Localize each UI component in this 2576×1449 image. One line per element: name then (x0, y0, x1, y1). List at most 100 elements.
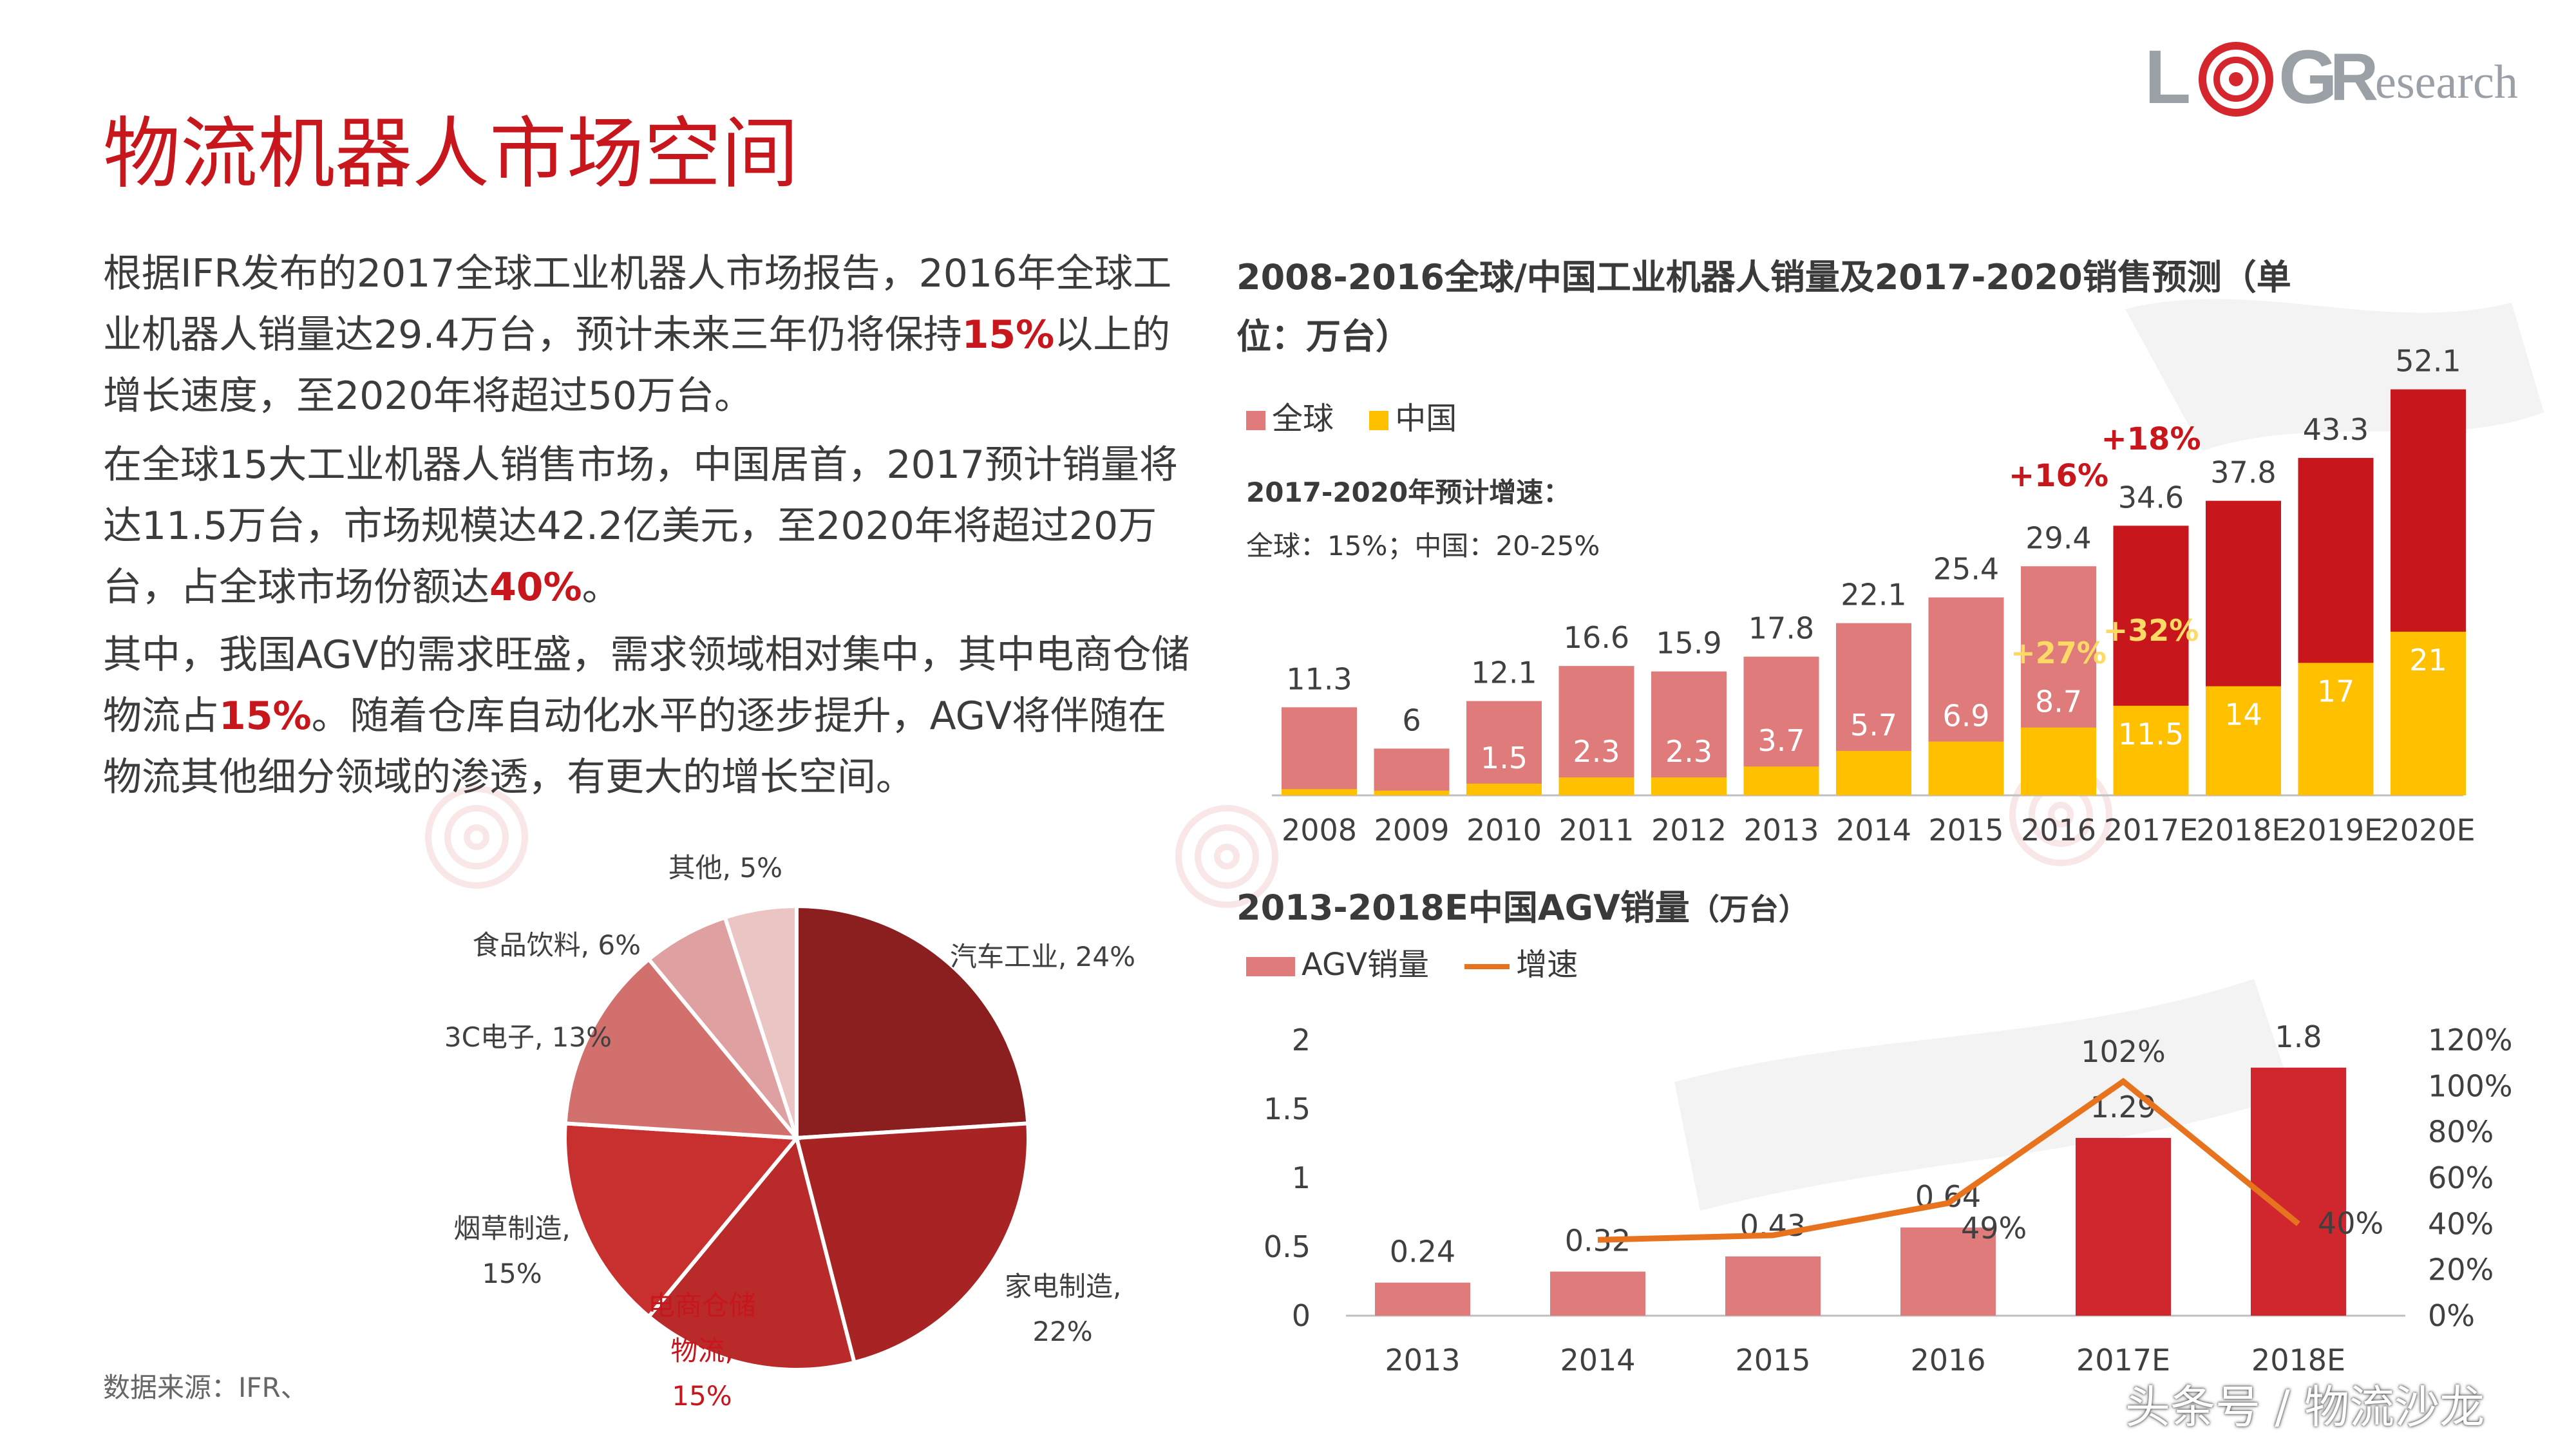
paragraph-text: 。 (582, 565, 621, 610)
paragraph-agv-demand: 其中，我国AGV的需求旺盛，需求领域相对集中，其中电商仓储物流占15%。随着仓库… (103, 625, 1198, 808)
x-tick-label-2014: 2014 (1836, 813, 1911, 848)
pie-slice-其他 (722, 904, 799, 1139)
x-tick-label-2013: 2013 (1743, 813, 1819, 848)
data-label-global-2017E: 34.6 (2118, 480, 2184, 515)
x-tick-label-2010: 2010 (1466, 813, 1542, 848)
agv-chart-title-text: 2013-2018E中国AGV销量 (1236, 887, 1690, 928)
paragraph-text: 在全球15大工业机器人销售市场，中国居首，2017预计销量将达11.5万台，市场… (103, 442, 1179, 610)
data-label-china-2017E: 11.5 (2118, 717, 2184, 752)
growth-forecast-note: 全球：15%；中国：20-25% (1246, 530, 1600, 562)
legend-item-growth: 增速 (1464, 942, 1578, 987)
y2-tick-label: 0% (2428, 1298, 2475, 1333)
pie-label-appliance-pct: 22% (1032, 1316, 1092, 1347)
growth-label-2017E: 102% (2081, 1034, 2166, 1069)
growth-forecast-title: 2017-2020年预计增速： (1246, 477, 1571, 508)
logo-letter-r: R (2330, 40, 2379, 115)
x-tick-label-2015: 2015 (1735, 1343, 1810, 1378)
x-tick-label-2008: 2008 (1282, 813, 1357, 848)
pie-label-ecommerce: 电商仓储 (648, 1290, 756, 1321)
bar-china-2020E (2391, 631, 2466, 795)
x-tick-label-2013: 2013 (1385, 1343, 1460, 1378)
pie-label-other: 其他, 5% (668, 852, 782, 884)
bar-global-2011 (1558, 666, 1634, 795)
data-label-global-2018E: 37.8 (2210, 455, 2276, 490)
pie-label-tobacco-pct: 15% (482, 1258, 542, 1289)
data-label-global-2008: 11.3 (1286, 661, 1352, 696)
page-title: 物流机器人市场空间 (103, 109, 799, 199)
logo-letter-l: L (2145, 35, 2192, 120)
bar-china-2017E (2113, 705, 2189, 795)
y-tick-label: 2 (1292, 1023, 1311, 1057)
legend-label-china: 中国 (1395, 401, 1457, 437)
growth-label-china-2016: +27% (2011, 636, 2107, 670)
x-tick-label-2012: 2012 (1651, 813, 1727, 848)
data-label-china-2019E: 17 (2317, 674, 2355, 708)
pie-label-appliance: 家电制造, (1005, 1271, 1121, 1302)
pie-slice-汽车工业 (795, 904, 1030, 1141)
y2-tick-label: 20% (2428, 1253, 2494, 1287)
paragraph-china-market: 在全球15大工业机器人销售市场，中国居首，2017预计销量将达11.5万台，市场… (103, 435, 1198, 618)
bar-china-2010 (1466, 783, 1542, 795)
legend-item-china: 中国 (1369, 396, 1457, 441)
data-label-global-2016: 29.4 (2025, 520, 2091, 555)
data-label-global-2015: 25.4 (1933, 552, 1999, 587)
bar-china-2013 (1743, 766, 1819, 795)
y-tick-label: 1.5 (1264, 1092, 1311, 1126)
data-label-china-2020E: 21 (2409, 643, 2447, 677)
data-label-global-2010: 12.1 (1471, 656, 1537, 690)
data-label-china-2014: 5.7 (1850, 708, 1897, 743)
growth-label-2018E: 40% (2318, 1206, 2383, 1240)
data-label-china-2015: 6.9 (1942, 699, 1989, 734)
y-tick-label: 0 (1292, 1298, 1311, 1333)
growth-label-global-2016: +16% (2009, 458, 2108, 494)
y-tick-label: 0.5 (1264, 1229, 1311, 1264)
x-tick-label-2016: 2016 (1910, 1343, 1985, 1378)
pie-slice-电商仓储物流 (646, 1133, 857, 1372)
bar-agv-2014 (1550, 1271, 1645, 1316)
bar-global-2008 (1282, 707, 1357, 795)
bar-global-2009 (1374, 748, 1450, 795)
agv-sales-chart: 00.511.520%20%40%60%80%100%120%0.2420130… (1264, 1019, 2513, 1378)
y2-tick-label: 40% (2428, 1206, 2494, 1241)
growth-label-china-2017: +32% (2103, 613, 2199, 648)
data-label-global-2014: 22.1 (1841, 578, 1906, 612)
bar-china-2008 (1282, 789, 1357, 795)
robot-sales-legend: 全球 中国 (1246, 394, 1482, 441)
agv-chart-unit: （万台） (1689, 892, 1808, 927)
highlight-value: 15% (219, 694, 312, 739)
paragraph-global-sales: 根据IFR发布的2017全球工业机器人市场报告，2016年全球工业机器人销量达2… (103, 243, 1198, 427)
bar-agv-2017E (2076, 1137, 2171, 1316)
pie-label-3c: 3C电子, 13% (444, 1021, 612, 1053)
bar-global-2012 (1651, 671, 1727, 795)
data-label-global-2009: 6 (1402, 703, 1421, 737)
growth-label-global-2017: +18% (2101, 421, 2201, 457)
y2-tick-label: 60% (2428, 1160, 2494, 1195)
data-label-global-2013: 17.8 (1748, 611, 1814, 646)
pie-slice-3C电子 (563, 956, 801, 1141)
robot-sales-chart-title: 2008-2016全球/中国工业机器人销量及2017-2020销售预测（单位：万… (1236, 257, 2291, 357)
x-tick-label-2017E: 2017E (2104, 813, 2198, 848)
x-tick-label-2017E: 2017E (2076, 1343, 2170, 1378)
data-label-china-2018E: 14 (2224, 697, 2262, 732)
y2-tick-label: 100% (2428, 1068, 2513, 1103)
bar-china-2014 (1836, 751, 1911, 795)
bar-china-2019E (2298, 663, 2374, 795)
bar-china-2018E (2206, 686, 2281, 795)
agv-legend: AGV销量 增速 (1246, 940, 1604, 987)
legend-line-growth (1464, 964, 1510, 969)
bar-china-2011 (1558, 777, 1634, 795)
data-label-global-2019E: 43.3 (2303, 412, 2369, 447)
legend-label-growth: 增速 (1516, 947, 1578, 983)
x-tick-label-2018E: 2018E (2251, 1343, 2345, 1378)
data-label-china-2012: 2.3 (1665, 734, 1712, 769)
data-label-china-2010: 1.5 (1481, 741, 1528, 775)
bar-global-2010 (1466, 701, 1542, 795)
pie-slice-烟草制造 (563, 1121, 801, 1320)
bar-china-2015 (1928, 741, 2004, 795)
x-tick-label-2020E: 2020E (2381, 813, 2475, 848)
paragraph-text: 。随着仓库自动化水平的逐步提升，AGV将伴随在物流其他细分领域的渗透，有更大的增… (103, 694, 1167, 800)
legend-label-global: 全球 (1272, 401, 1334, 437)
pie-slice-家电制造 (794, 1121, 1030, 1365)
robot-sales-chart: 11.3 2008 6 2009 12.1 1.5 2010 16.6 2.3 2011 15.9 2… (1272, 344, 2476, 848)
